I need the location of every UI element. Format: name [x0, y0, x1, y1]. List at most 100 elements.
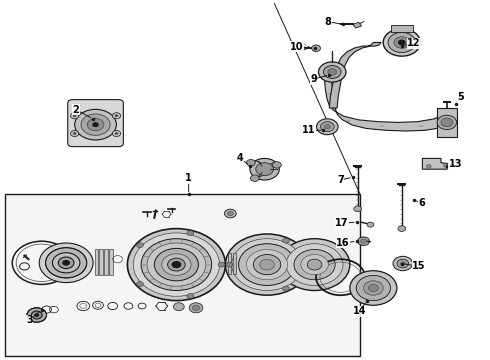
Circle shape	[34, 313, 39, 317]
Circle shape	[225, 234, 309, 295]
Text: 16: 16	[336, 238, 350, 248]
Circle shape	[112, 130, 121, 136]
Circle shape	[218, 262, 225, 267]
Circle shape	[350, 271, 397, 305]
Circle shape	[426, 165, 431, 168]
Text: 12: 12	[407, 38, 421, 48]
Circle shape	[154, 248, 198, 281]
Circle shape	[356, 275, 391, 301]
Circle shape	[31, 311, 42, 319]
Circle shape	[173, 303, 184, 311]
Circle shape	[226, 262, 233, 267]
Circle shape	[320, 122, 334, 132]
Circle shape	[368, 284, 378, 292]
Circle shape	[301, 255, 328, 275]
Circle shape	[253, 255, 281, 275]
Circle shape	[437, 115, 457, 130]
Text: 5: 5	[457, 92, 464, 102]
Text: 10: 10	[290, 42, 303, 52]
Text: 14: 14	[353, 306, 367, 316]
Circle shape	[398, 40, 406, 45]
Circle shape	[388, 32, 416, 53]
Circle shape	[168, 258, 185, 271]
Bar	[437, 108, 457, 137]
Circle shape	[58, 257, 74, 269]
Circle shape	[394, 37, 410, 48]
Circle shape	[324, 125, 330, 129]
Circle shape	[307, 259, 322, 270]
Circle shape	[71, 113, 79, 119]
Text: 15: 15	[412, 261, 426, 271]
Circle shape	[127, 229, 225, 301]
Circle shape	[393, 256, 413, 271]
Bar	[95, 249, 98, 275]
Circle shape	[239, 244, 295, 285]
Circle shape	[250, 175, 259, 181]
Circle shape	[354, 206, 362, 212]
Circle shape	[187, 231, 194, 236]
Circle shape	[87, 118, 104, 131]
Bar	[233, 253, 236, 274]
Text: 13: 13	[449, 159, 463, 169]
Circle shape	[328, 69, 337, 75]
Bar	[104, 249, 108, 275]
Circle shape	[282, 238, 289, 243]
Circle shape	[227, 211, 233, 216]
Circle shape	[162, 254, 191, 275]
Circle shape	[246, 159, 255, 166]
Circle shape	[383, 29, 420, 56]
Bar	[5, 194, 360, 356]
Bar	[99, 249, 103, 275]
Circle shape	[141, 239, 212, 291]
Text: 7: 7	[337, 175, 344, 185]
FancyBboxPatch shape	[68, 100, 123, 147]
Circle shape	[187, 293, 194, 298]
Circle shape	[361, 239, 367, 243]
Circle shape	[224, 209, 236, 218]
Circle shape	[318, 62, 346, 82]
Polygon shape	[353, 22, 362, 28]
Text: 11: 11	[302, 125, 316, 135]
Circle shape	[27, 308, 47, 322]
Circle shape	[71, 130, 79, 136]
Circle shape	[441, 118, 453, 127]
Circle shape	[279, 239, 350, 291]
Bar	[228, 253, 231, 274]
Polygon shape	[422, 158, 451, 169]
Circle shape	[115, 132, 118, 135]
Circle shape	[397, 259, 409, 268]
Circle shape	[358, 237, 369, 246]
Circle shape	[286, 244, 343, 285]
Circle shape	[112, 113, 121, 119]
Circle shape	[282, 286, 289, 291]
Text: 3: 3	[26, 315, 33, 325]
Circle shape	[232, 239, 302, 291]
Circle shape	[443, 164, 448, 167]
Circle shape	[73, 114, 76, 117]
Circle shape	[317, 119, 338, 135]
Circle shape	[172, 261, 181, 268]
Circle shape	[46, 248, 87, 278]
Circle shape	[147, 243, 206, 286]
Circle shape	[272, 162, 281, 168]
Circle shape	[133, 233, 220, 296]
Text: 9: 9	[310, 74, 317, 84]
Circle shape	[364, 281, 383, 295]
Circle shape	[246, 249, 288, 280]
Circle shape	[137, 282, 144, 287]
Text: 1: 1	[185, 173, 192, 183]
Text: 8: 8	[325, 17, 332, 27]
Circle shape	[250, 158, 279, 180]
Circle shape	[294, 249, 335, 280]
Circle shape	[260, 259, 274, 270]
Circle shape	[73, 132, 76, 135]
Bar	[391, 25, 413, 32]
Bar	[109, 249, 113, 275]
Circle shape	[62, 260, 70, 266]
Polygon shape	[323, 68, 451, 131]
Circle shape	[256, 163, 273, 176]
Text: 17: 17	[335, 218, 349, 228]
Circle shape	[81, 114, 110, 135]
Circle shape	[92, 122, 99, 127]
Circle shape	[52, 253, 80, 273]
